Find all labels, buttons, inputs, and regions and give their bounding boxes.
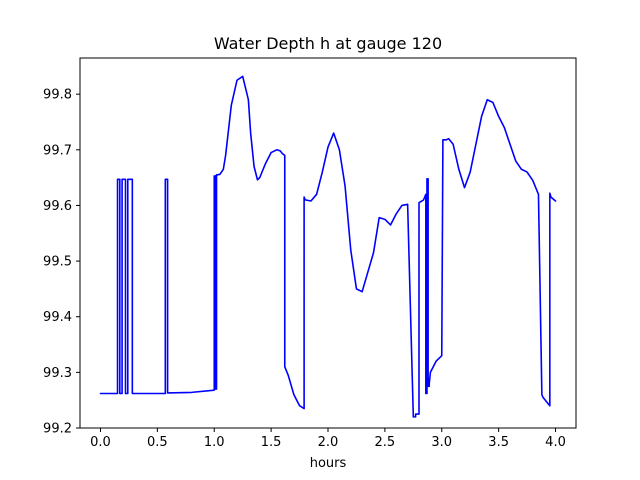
x-tick-label: 0.5 [147, 435, 168, 450]
x-tick-label: 3.5 [488, 435, 509, 450]
y-tick-label: 99.7 [43, 143, 72, 158]
x-tick-label: 4.0 [545, 435, 566, 450]
x-tick-label: 0.0 [90, 435, 111, 450]
series-line-0 [99, 75, 557, 418]
x-tick-label: 2.0 [318, 435, 339, 450]
y-tick-label: 99.6 [43, 199, 72, 214]
y-tick-label: 99.8 [43, 88, 72, 103]
plot-layer: 0.0 0.5 1.0 1.5 2.0 2.5 3.0 3.5 4.0 99.2 99.3 99.4 9… [43, 75, 566, 450]
y-tick-label: 99.3 [43, 366, 72, 381]
x-tick-label: 1.5 [261, 435, 282, 450]
x-tick-label: 3.0 [431, 435, 452, 450]
y-tick-label: 99.2 [43, 422, 72, 437]
y-tick-label: 99.4 [43, 310, 72, 325]
chart-title: Water Depth h at gauge 120 [214, 34, 442, 53]
plot-frame [79, 57, 577, 429]
x-axis-label: hours [310, 456, 347, 471]
x-tick-label: 1.0 [204, 435, 225, 450]
x-tick-label: 2.5 [375, 435, 396, 450]
y-tick-label: 99.5 [43, 255, 72, 270]
